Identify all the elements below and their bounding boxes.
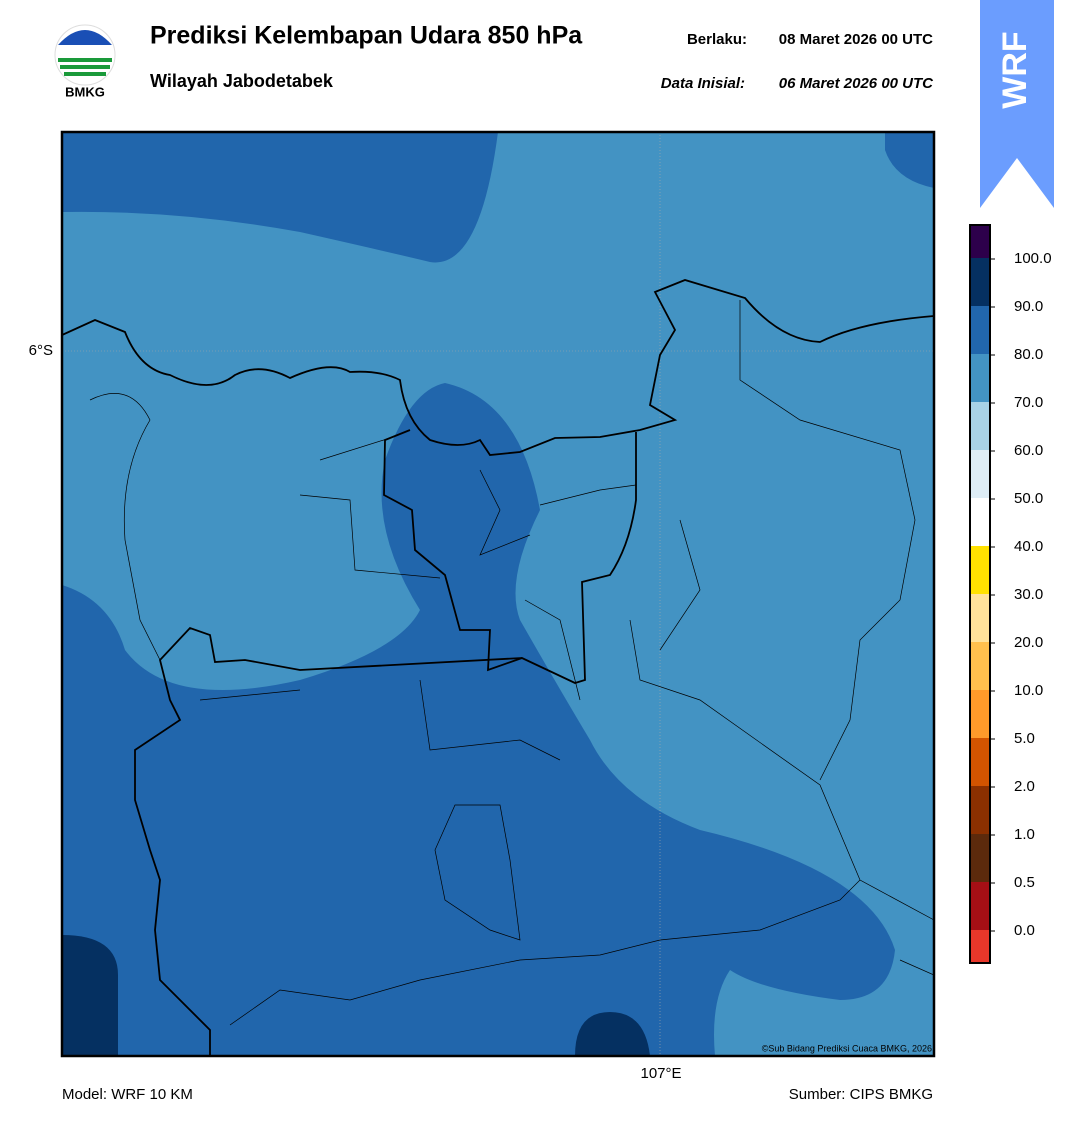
badge-text: WRF: [996, 31, 1034, 108]
credit: ©Sub Bidang Prediksi Cuaca BMKG, 2026: [762, 1043, 932, 1053]
colorbar-label: 80.0: [1014, 346, 1043, 363]
model: Model: WRF 10 KM: [62, 1086, 193, 1103]
colorbar-label: 100.0: [1014, 250, 1052, 267]
colorbar-label: 10.0: [1014, 682, 1043, 699]
colorbar-label: 5.0: [1014, 730, 1035, 747]
logo: BMKG: [54, 24, 116, 99]
init-label: Data Inisial:: [661, 75, 745, 92]
colorbar-label: 50.0: [1014, 490, 1043, 507]
colorbar-label: 2.0: [1014, 778, 1035, 795]
title: Prediksi Kelembapan Udara 850 hPa: [150, 22, 583, 50]
valid-label: Berlaku:: [687, 31, 747, 48]
colorbar-label: 30.0: [1014, 586, 1043, 603]
map: [62, 132, 934, 1056]
lat-label: 6°S: [29, 342, 53, 359]
colorbar-label: 70.0: [1014, 394, 1043, 411]
colorbar-label: 40.0: [1014, 538, 1043, 555]
map-frame: [60, 130, 936, 1058]
logo-text: BMKG: [65, 84, 105, 99]
colorbar: [969, 224, 991, 964]
badge: [980, 0, 1054, 208]
lon-label: 107°E: [640, 1065, 681, 1082]
colorbar-label: 1.0: [1014, 826, 1035, 843]
source: Sumber: CIPS BMKG: [789, 1086, 933, 1103]
subtitle: Wilayah Jabodetabek: [150, 71, 334, 91]
valid-time: 08 Maret 2026 00 UTC: [779, 31, 933, 48]
colorbar-label: 60.0: [1014, 442, 1043, 459]
colorbar-label: 20.0: [1014, 634, 1043, 651]
init-time: 06 Maret 2026 00 UTC: [779, 75, 934, 92]
colorbar-label: 0.0: [1014, 922, 1035, 939]
colorbar-label: 90.0: [1014, 298, 1043, 315]
colorbar-label: 0.5: [1014, 874, 1035, 891]
